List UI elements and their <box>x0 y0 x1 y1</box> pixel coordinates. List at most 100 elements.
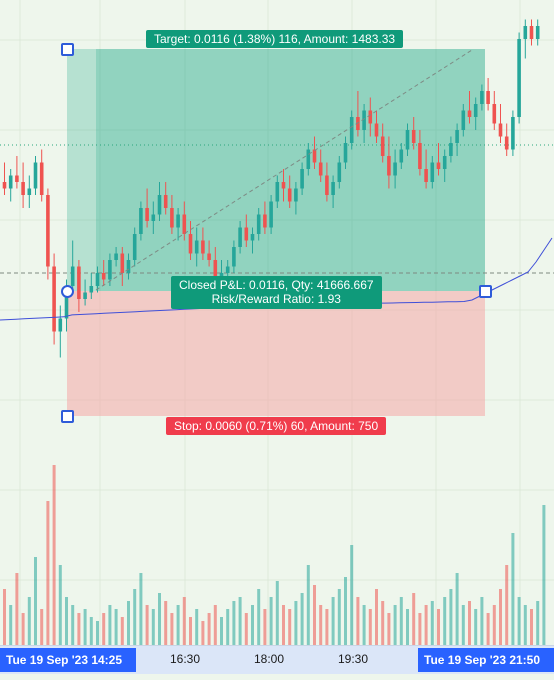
volume-bar <box>492 605 496 645</box>
volume-bar <box>213 605 217 645</box>
width-handle[interactable] <box>479 285 492 298</box>
volume-bar <box>102 613 106 645</box>
candle-body <box>39 162 44 195</box>
volume-bar <box>455 573 459 645</box>
volume-bar <box>58 565 62 645</box>
candle-body <box>418 143 422 169</box>
candle-body <box>58 318 63 332</box>
candle-body <box>331 182 335 195</box>
candle-body <box>182 214 187 234</box>
volume-bar <box>189 617 192 645</box>
candle-body <box>269 201 273 228</box>
volume-bar <box>288 609 292 645</box>
target-label: Target: 0.0116 (1.38%) 116, Amount: 1483… <box>146 30 404 48</box>
volume-bar <box>344 577 347 645</box>
candle-body <box>213 260 218 280</box>
candle-body <box>486 91 490 104</box>
candle-body <box>108 260 112 280</box>
candle-body <box>163 195 168 208</box>
candle-body <box>492 104 497 124</box>
candle-body <box>449 143 453 156</box>
volume-bar <box>424 605 428 645</box>
candle-body <box>511 117 515 150</box>
volume-bar <box>201 621 205 645</box>
time-tick: 19:30 <box>338 652 369 666</box>
volume-bar <box>530 609 533 645</box>
candle-body <box>368 110 373 124</box>
volume-bar <box>120 617 124 645</box>
volume-bar <box>238 597 242 645</box>
volume-bar <box>480 597 484 645</box>
candle-body <box>275 182 280 202</box>
volume-bar <box>15 573 19 645</box>
candle-body <box>380 136 385 156</box>
candle-body <box>461 110 466 130</box>
candle-body <box>157 195 162 215</box>
candle-body <box>517 39 521 117</box>
candle-body <box>387 156 391 176</box>
candle-body <box>436 162 441 169</box>
volume-bar <box>511 533 515 645</box>
candle-body <box>318 162 323 176</box>
stop-handle[interactable] <box>61 410 74 423</box>
candle-body <box>467 110 472 117</box>
candle-body <box>356 117 360 130</box>
volume-bar <box>313 585 316 645</box>
volume-bar <box>269 597 273 645</box>
candle-body <box>294 188 298 202</box>
candle-body <box>523 26 528 39</box>
time-tick: 16:30 <box>170 652 201 666</box>
volume-bar <box>418 613 422 645</box>
volume-bar <box>387 613 391 645</box>
volume-bar <box>34 557 37 645</box>
volume-bar <box>282 605 285 645</box>
volume-bar <box>306 565 310 645</box>
candle-body <box>126 260 131 273</box>
time-axis[interactable]: Tue 19 Sep '23 14:25 16:30 18:00 19:30 T… <box>0 645 554 680</box>
volume-bar <box>108 605 112 645</box>
candle-body <box>170 208 174 228</box>
candle-body <box>504 136 509 150</box>
candle-body <box>287 188 292 202</box>
volume-bar <box>151 609 155 645</box>
candle-body <box>498 123 503 137</box>
candle-body <box>312 149 317 163</box>
volume-bar <box>226 609 230 645</box>
volume-bar <box>275 581 279 645</box>
volume-bar <box>46 501 50 645</box>
chart-canvas[interactable] <box>0 0 554 645</box>
volume-bar <box>96 621 99 645</box>
volume-bar <box>486 613 490 645</box>
candle-body <box>244 227 249 241</box>
candle-body <box>52 266 56 332</box>
volume-bar <box>145 605 149 645</box>
candle-body <box>473 104 478 117</box>
axis-bottom-strip <box>0 674 554 680</box>
start-time-badge: Tue 19 Sep '23 14:25 <box>0 648 136 672</box>
candle-body <box>83 292 87 299</box>
volume-bar <box>176 605 180 645</box>
entry-handle[interactable] <box>61 285 74 298</box>
candle-body <box>442 156 447 169</box>
candle-body <box>27 188 32 195</box>
volume-bar <box>437 609 440 645</box>
target-handle[interactable] <box>61 43 74 56</box>
closed-pl-text: Closed P&L: 0.0116, Qty: 41666.667 <box>179 278 374 292</box>
candle-body <box>455 130 459 143</box>
volume-bar <box>430 601 434 645</box>
take-profit-zone[interactable] <box>67 49 485 291</box>
risk-reward-text: Risk/Reward Ratio: 1.93 <box>211 292 341 306</box>
candle-body <box>535 26 540 39</box>
candle-body <box>529 26 534 39</box>
chart-area[interactable]: Target: 0.0116 (1.38%) 116, Amount: 1483… <box>0 0 554 645</box>
volume-bar <box>468 601 471 645</box>
volume-bar <box>9 605 13 645</box>
volume-bar <box>71 605 75 645</box>
candle-body <box>101 273 106 280</box>
candle-body <box>194 240 199 254</box>
stop-loss-zone[interactable] <box>67 291 485 416</box>
volume-bar <box>133 589 137 645</box>
volume-bar <box>207 613 211 645</box>
volume-bar <box>89 617 93 645</box>
volume-bar <box>443 597 447 645</box>
